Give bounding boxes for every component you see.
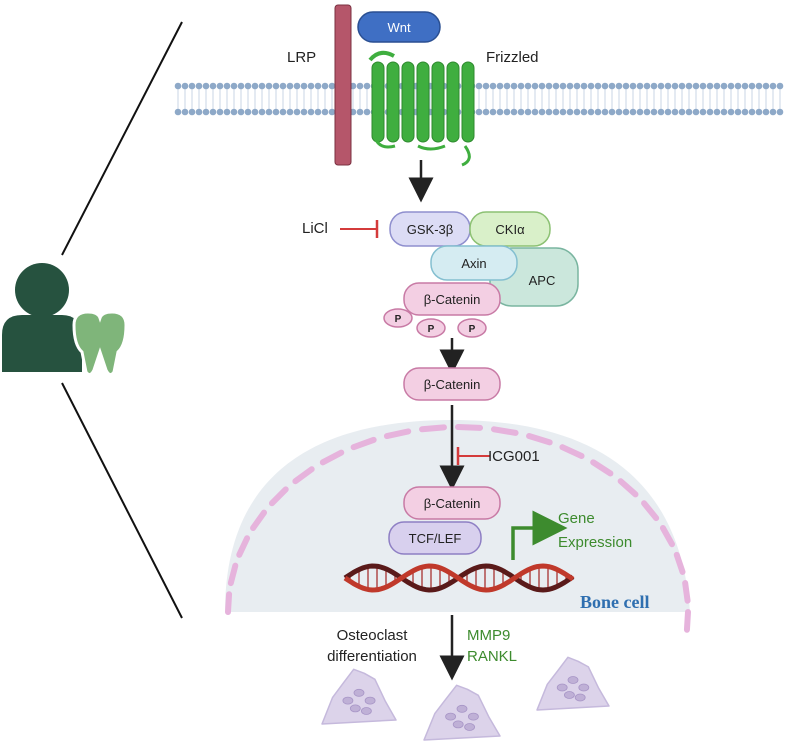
bcatenin-nuclear-label: β-Catenin bbox=[424, 496, 481, 511]
osteoclast-cell bbox=[322, 669, 396, 724]
phosphate-group: P bbox=[384, 309, 412, 327]
ckia-label: CKIα bbox=[495, 222, 525, 237]
svg-text:P: P bbox=[469, 324, 476, 335]
osteoclast-cell bbox=[537, 657, 609, 710]
osteoclast-label: Osteoclast bbox=[337, 627, 409, 644]
zoom-line-bottom bbox=[62, 383, 182, 618]
svg-text:P: P bbox=[395, 314, 402, 325]
person-icon bbox=[2, 263, 82, 372]
bcatenin-free-label: β-Catenin bbox=[424, 377, 481, 392]
bcatenin-complex-label: β-Catenin bbox=[424, 292, 481, 307]
bone-cell-label: Bone cell bbox=[580, 592, 650, 612]
rankl-label: RANKL bbox=[467, 648, 517, 665]
lrp-receptor bbox=[335, 5, 351, 165]
zoom-line-top bbox=[62, 22, 182, 255]
mmp9-label: MMP9 bbox=[467, 627, 510, 644]
axin-label: Axin bbox=[461, 256, 486, 271]
wnt-label: Wnt bbox=[387, 20, 411, 35]
licl-label: LiCl bbox=[302, 220, 328, 237]
cell-membrane bbox=[175, 83, 784, 116]
gene-label: Gene bbox=[558, 510, 595, 527]
tcf-lef-label: TCF/LEF bbox=[409, 531, 462, 546]
phosphate-group: P bbox=[458, 319, 486, 337]
expression-label: Expression bbox=[558, 534, 632, 551]
frizzled-receptor bbox=[370, 53, 474, 165]
apc-label: APC bbox=[529, 273, 556, 288]
icg001-label: ICG001 bbox=[488, 448, 540, 465]
phosphate-group: P bbox=[417, 319, 445, 337]
frizzled-label: Frizzled bbox=[486, 49, 539, 66]
differentiation-label: differentiation bbox=[327, 648, 417, 665]
gsk3b-label: GSK-3β bbox=[407, 222, 454, 237]
lrp-label: LRP bbox=[287, 49, 316, 66]
svg-text:P: P bbox=[428, 324, 435, 335]
osteoclast-cell bbox=[424, 685, 500, 740]
